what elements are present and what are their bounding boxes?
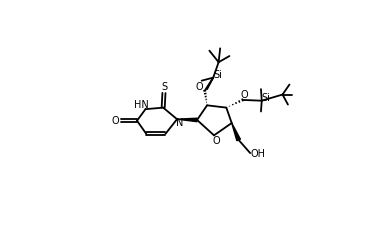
- Text: N: N: [176, 118, 183, 128]
- Text: OH: OH: [251, 149, 266, 159]
- Polygon shape: [177, 118, 197, 122]
- Text: O: O: [111, 116, 119, 126]
- Text: O: O: [212, 136, 220, 146]
- Text: O: O: [241, 89, 249, 100]
- Text: Si: Si: [214, 70, 222, 80]
- Text: S: S: [162, 82, 168, 92]
- Text: O: O: [196, 82, 203, 92]
- Text: HN: HN: [134, 100, 149, 110]
- Text: Si: Si: [261, 93, 270, 103]
- Polygon shape: [232, 123, 240, 141]
